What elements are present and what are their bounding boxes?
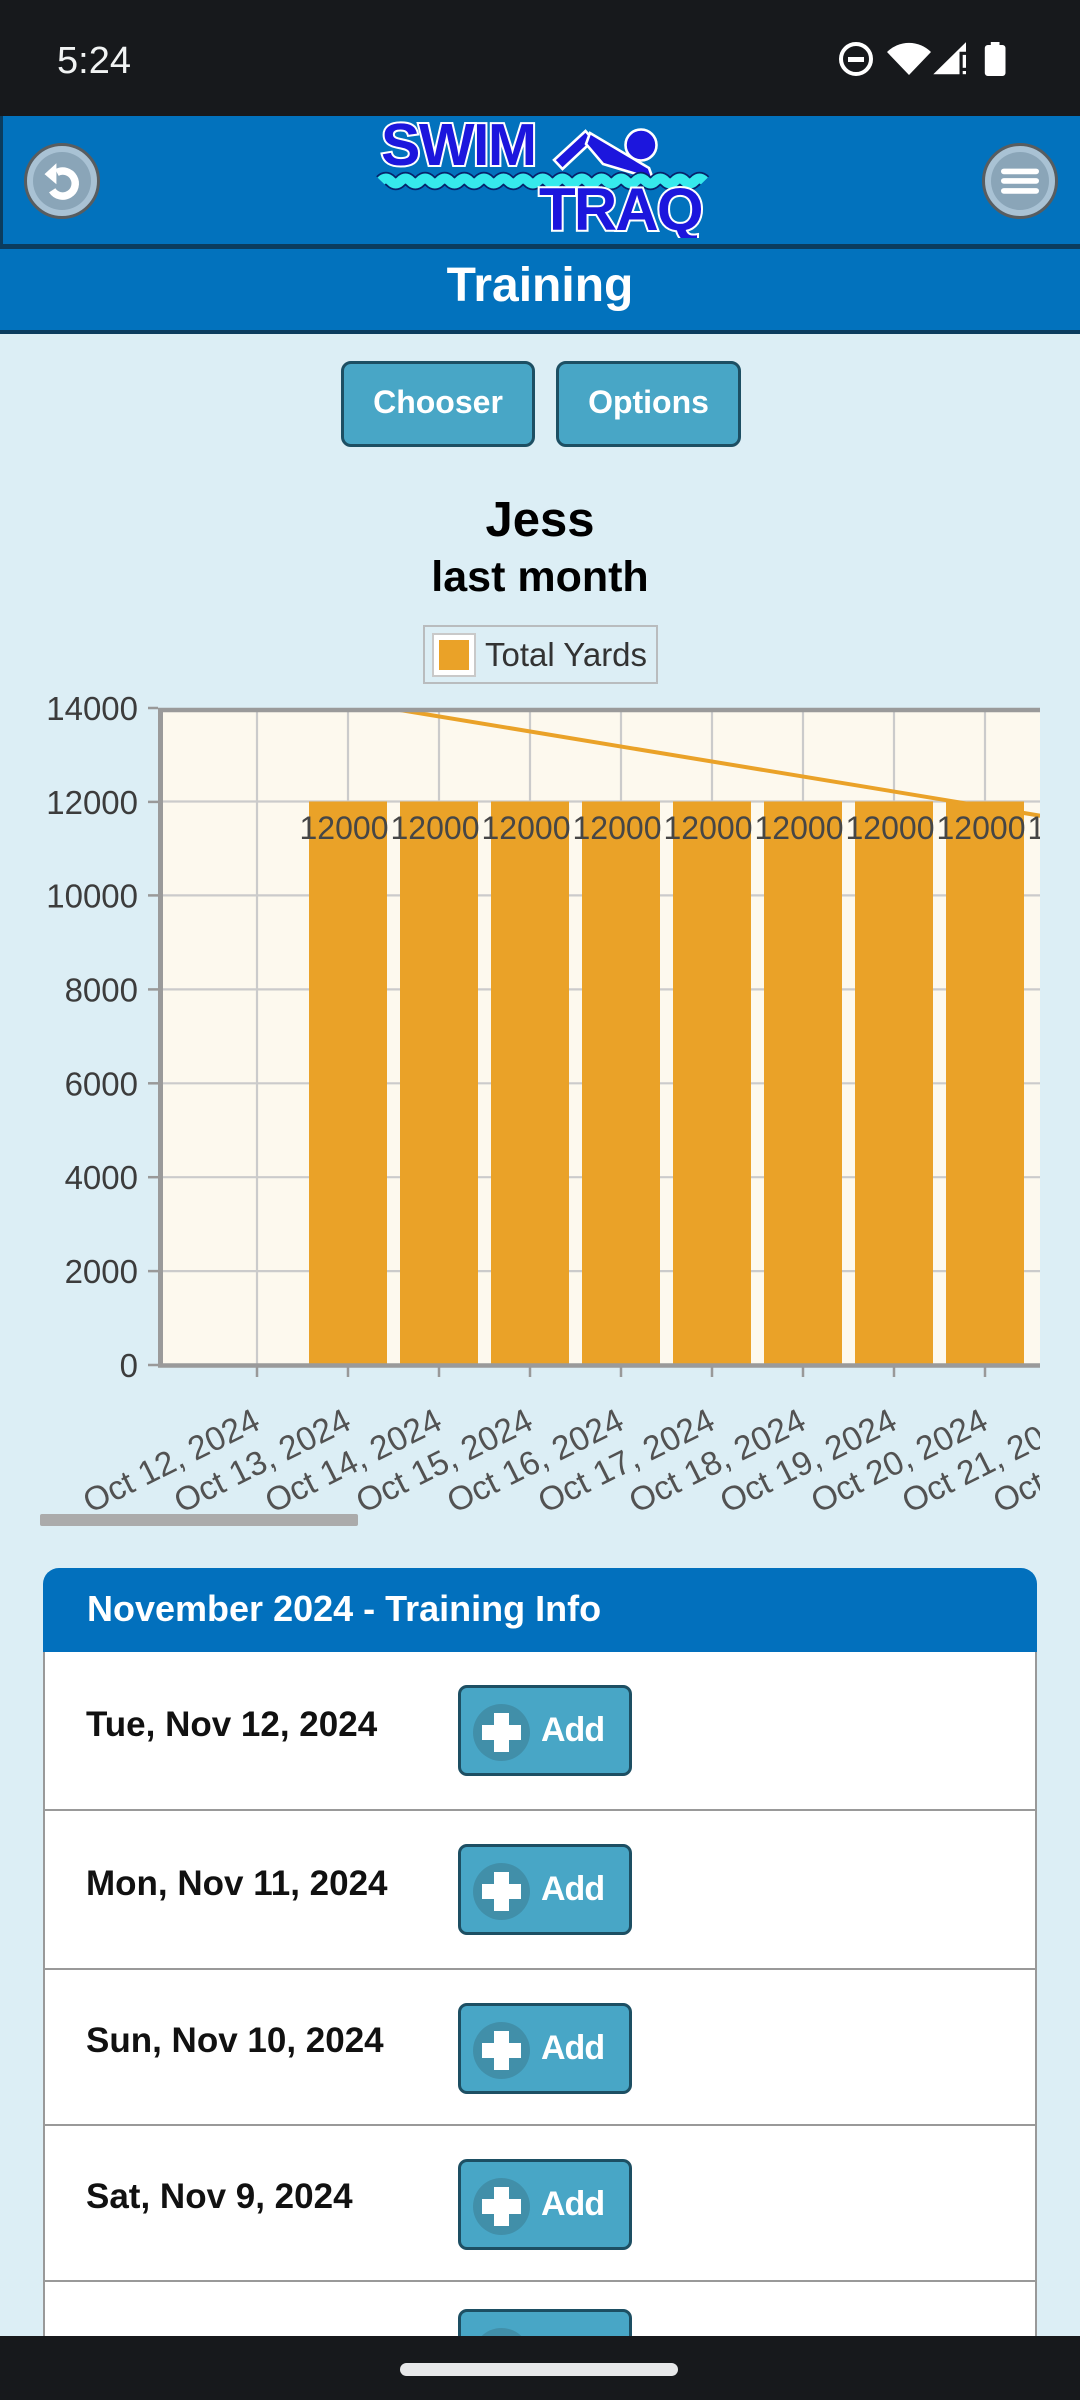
svg-text:12000: 12000 xyxy=(664,810,753,846)
svg-text:12000: 12000 xyxy=(300,810,389,846)
svg-text:14000: 14000 xyxy=(46,690,138,727)
svg-text:TRAQ: TRAQ xyxy=(539,176,702,238)
svg-text:12000: 12000 xyxy=(391,810,480,846)
svg-text:2000: 2000 xyxy=(65,1253,138,1290)
svg-text:SWIM: SWIM xyxy=(381,118,536,178)
svg-text:8000: 8000 xyxy=(65,971,138,1008)
svg-text:10000: 10000 xyxy=(46,877,138,914)
svg-text:12000: 12000 xyxy=(46,784,138,821)
svg-text:12000: 12000 xyxy=(846,810,935,846)
svg-text:12000: 12000 xyxy=(482,810,571,846)
svg-text:6000: 6000 xyxy=(65,1065,138,1102)
svg-text:0: 0 xyxy=(120,1347,138,1384)
svg-text:12000: 12000 xyxy=(573,810,662,846)
svg-text:12000: 12000 xyxy=(937,810,1026,846)
svg-text:12000: 12000 xyxy=(755,810,844,846)
svg-text:12000: 12000 xyxy=(1028,810,1040,846)
svg-text:4000: 4000 xyxy=(65,1159,138,1196)
